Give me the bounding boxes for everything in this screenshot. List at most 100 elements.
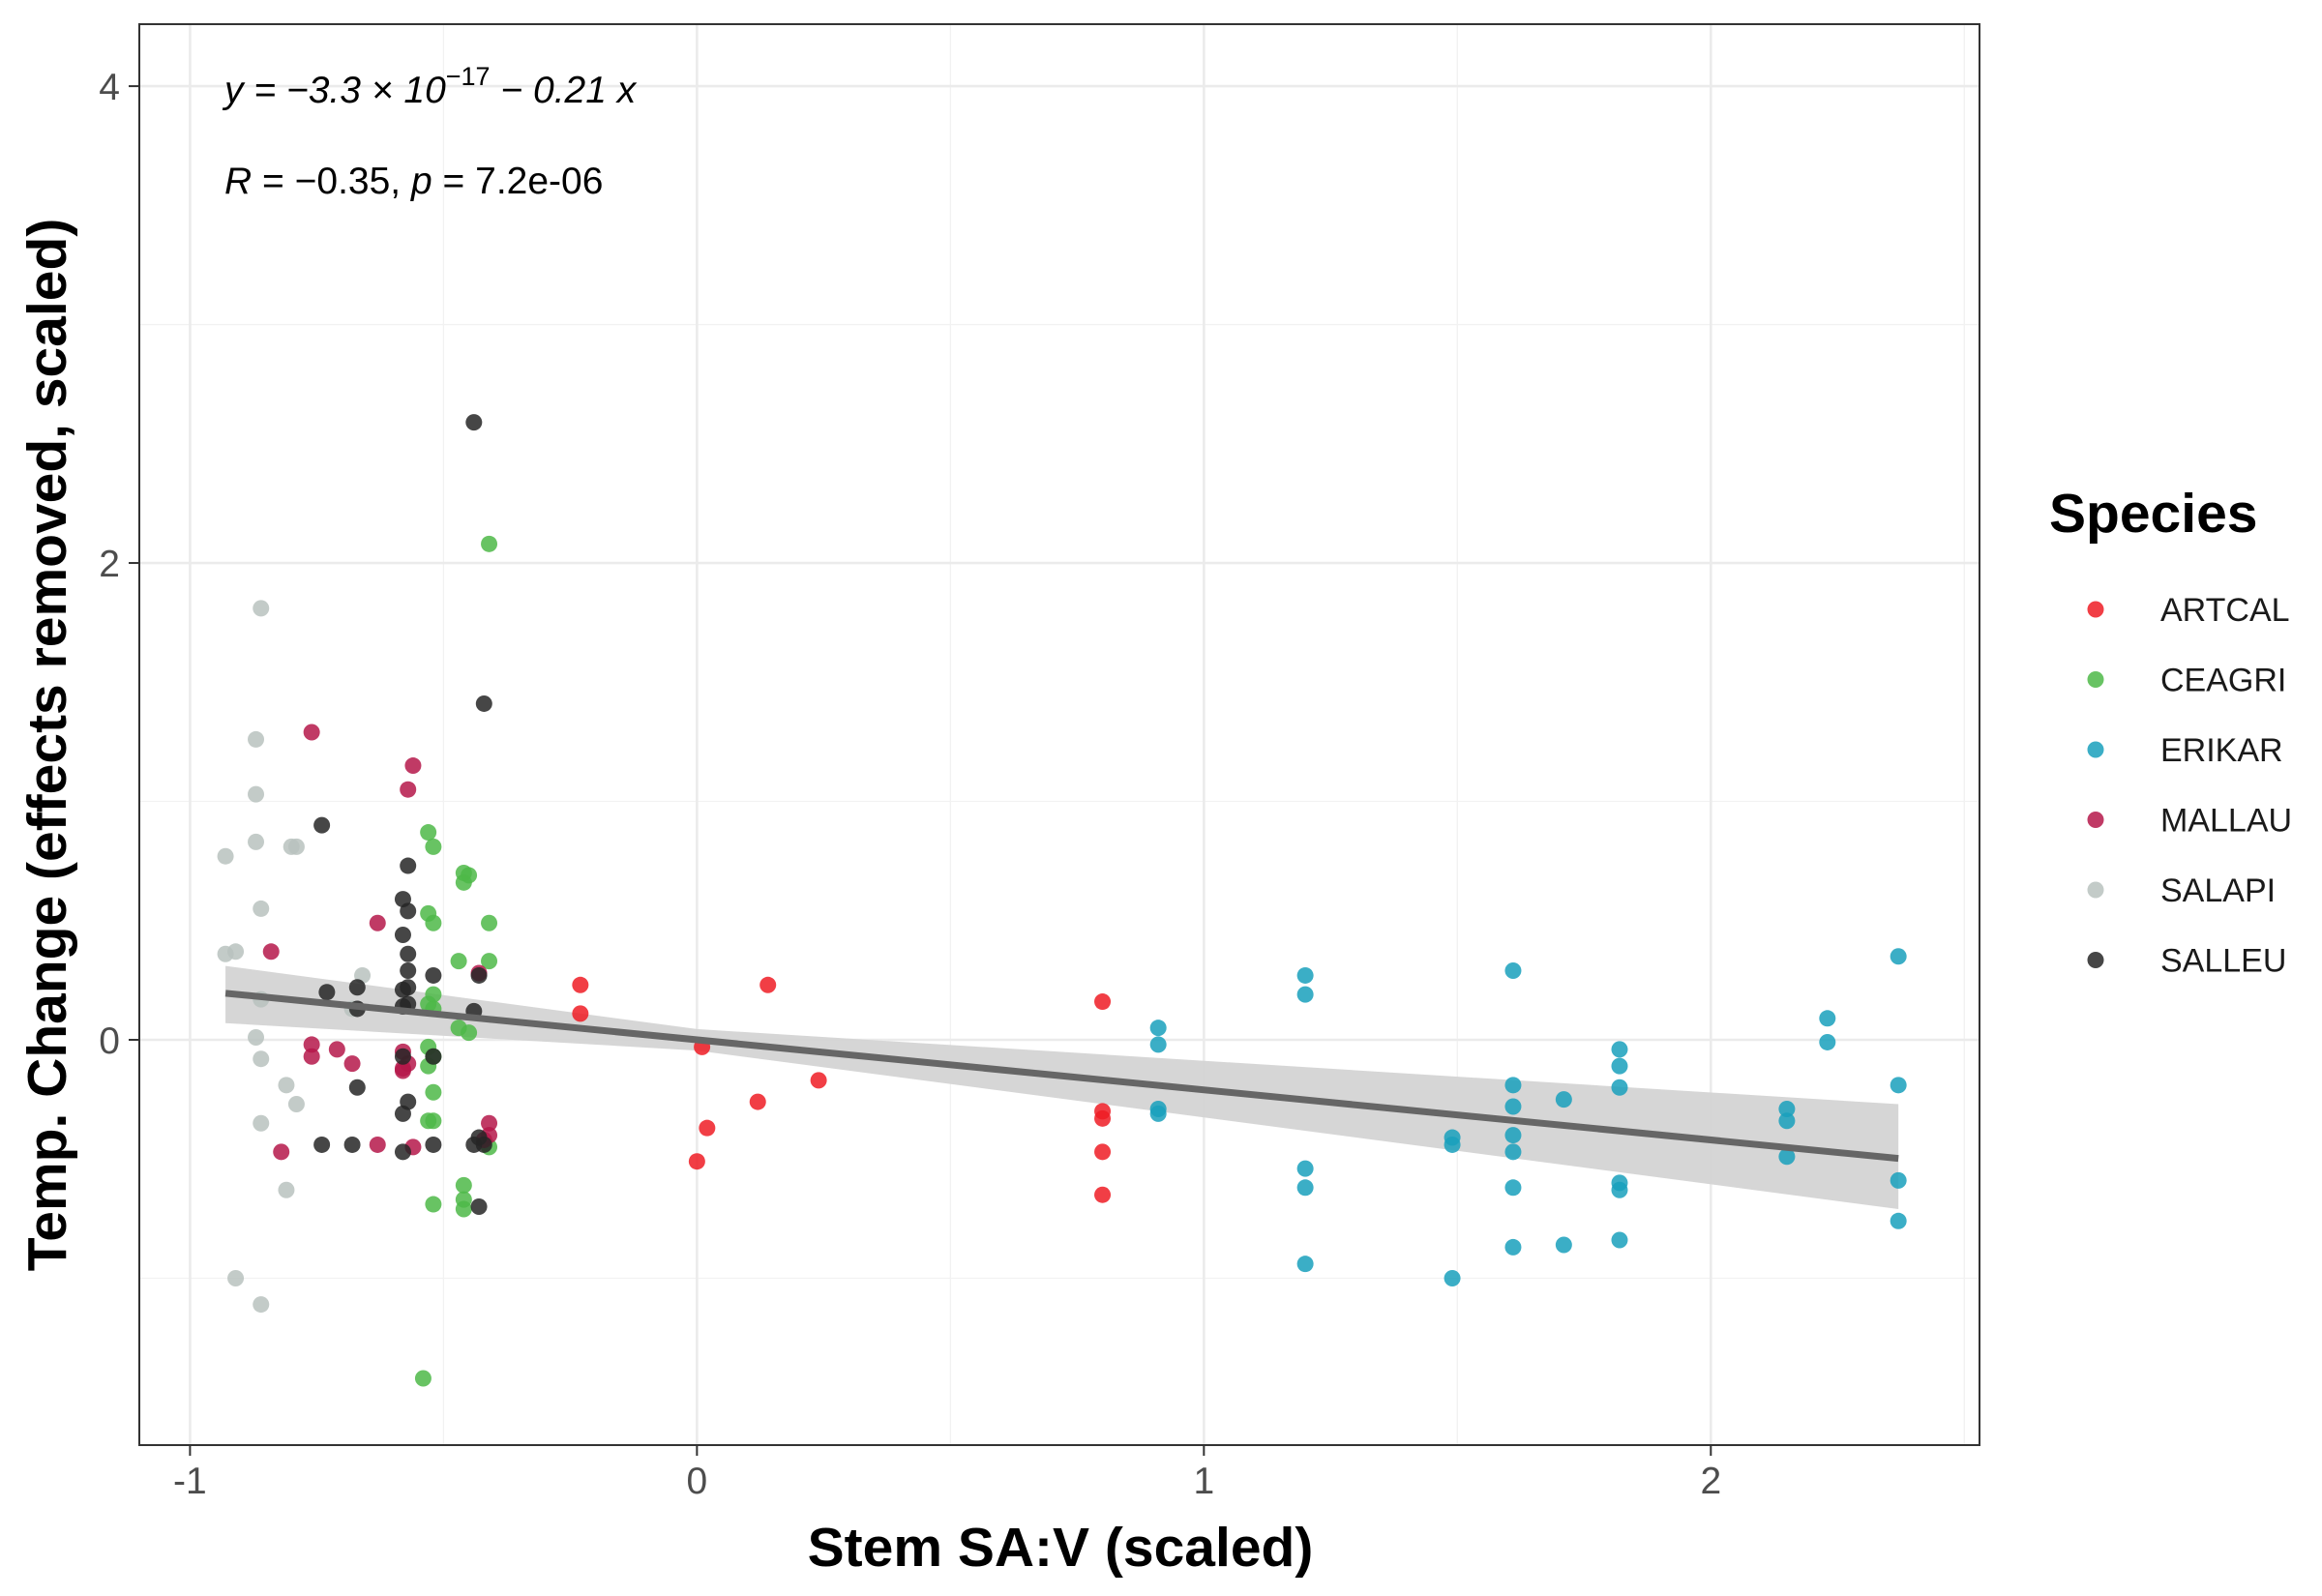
legend: Species ARTCAL CEAGRI ERIKAR MALLAU SALAPI SA… [2049, 483, 2292, 980]
data-point [572, 976, 589, 993]
data-point [253, 1296, 270, 1314]
data-point [425, 1136, 442, 1153]
data-point [1890, 1077, 1907, 1094]
plot-panel [139, 24, 1980, 1445]
data-point [420, 1112, 437, 1130]
legend-key [2087, 601, 2104, 618]
regression-line [224, 990, 1899, 1163]
data-point [470, 966, 488, 984]
data-point [227, 943, 245, 961]
data-point [348, 1079, 366, 1096]
data-point [749, 1093, 766, 1110]
legend-key [2087, 881, 2104, 899]
data-point [248, 1029, 265, 1047]
data-point [455, 1176, 472, 1194]
data-point [425, 1048, 442, 1065]
x-axis-title: Stem SA:V (scaled) [808, 1517, 1314, 1579]
legend-key [2087, 812, 2104, 828]
legend-label: CEAGRI [2160, 663, 2286, 699]
p-value: = 7.2e-06 [432, 161, 604, 202]
data-point [1504, 1127, 1522, 1144]
data-point [278, 1077, 295, 1094]
data-point [1778, 1100, 1796, 1117]
data-point [343, 1136, 361, 1153]
data-point [475, 695, 492, 712]
data-point [303, 1036, 320, 1053]
data-point [253, 1114, 270, 1132]
panel-border [138, 23, 1980, 1446]
legend-label: ERIKAR [2160, 732, 2283, 769]
data-point [688, 1153, 705, 1170]
data-point [1611, 1057, 1628, 1075]
data-point [450, 953, 467, 970]
data-point [369, 914, 386, 931]
p-label: p [410, 161, 432, 202]
data-point [262, 943, 280, 961]
data-point [1778, 1148, 1796, 1166]
data-point [318, 984, 336, 1001]
data-point [1296, 1160, 1314, 1177]
data-point [1149, 1105, 1167, 1122]
data-point [1890, 1171, 1907, 1189]
data-point [1296, 986, 1314, 1003]
x-tick-label: 1 [1193, 1461, 1214, 1502]
data-point [1094, 1143, 1112, 1161]
data-point [227, 1269, 245, 1286]
data-point [481, 914, 498, 931]
data-point [400, 945, 417, 962]
correlation-stats: R = −0.35, p = 7.2e-06 [224, 161, 603, 202]
data-point [1444, 1269, 1461, 1286]
data-points [217, 414, 1907, 1387]
data-point [394, 1143, 411, 1161]
series-salleu [313, 414, 492, 1216]
data-point [1296, 966, 1314, 984]
data-point [465, 414, 483, 431]
data-point [1504, 962, 1522, 980]
data-point [425, 1083, 442, 1101]
data-point [1819, 1010, 1836, 1027]
data-point [394, 1105, 411, 1122]
legend-item-mallau: MALLAU [2087, 803, 2292, 840]
data-point [400, 902, 417, 920]
data-point [278, 1181, 295, 1198]
legend-key [2087, 671, 2104, 688]
data-point [1890, 1212, 1907, 1229]
data-point [1296, 1179, 1314, 1197]
data-point [328, 1041, 345, 1058]
data-point [1504, 1238, 1522, 1256]
data-point [810, 1072, 827, 1089]
data-point [481, 535, 498, 552]
data-point [425, 966, 442, 984]
data-point [287, 838, 305, 855]
data-point [420, 824, 437, 842]
data-point [1296, 1256, 1314, 1273]
x-tick-label: 0 [687, 1461, 708, 1502]
data-point [425, 914, 442, 931]
data-point [400, 979, 417, 996]
legend-key [2087, 952, 2104, 968]
data-point [1611, 1231, 1628, 1249]
data-point [369, 1136, 386, 1153]
data-point [1094, 1186, 1112, 1203]
legend-title: Species [2049, 483, 2257, 545]
data-point [425, 1196, 442, 1213]
series-ceagri [414, 535, 498, 1387]
data-point [348, 979, 366, 996]
data-point [475, 1136, 492, 1153]
series-artcal [572, 976, 1112, 1203]
equation-exponent: −17 [446, 62, 491, 91]
legend-item-artcal: ARTCAL [2087, 592, 2290, 629]
regression-line-path [224, 990, 1899, 1163]
data-point [273, 1143, 290, 1161]
confidence-band-area [225, 965, 1899, 1209]
y-axis-ticks: 0 2 4 [99, 67, 139, 1062]
legend-label: MALLAU [2160, 803, 2292, 840]
data-point [759, 976, 777, 993]
y-tick-label: 0 [99, 1020, 120, 1062]
data-point [404, 757, 422, 775]
data-point [1611, 1041, 1628, 1058]
data-point [425, 838, 442, 855]
data-point [1094, 1109, 1112, 1127]
data-point [461, 1024, 478, 1042]
